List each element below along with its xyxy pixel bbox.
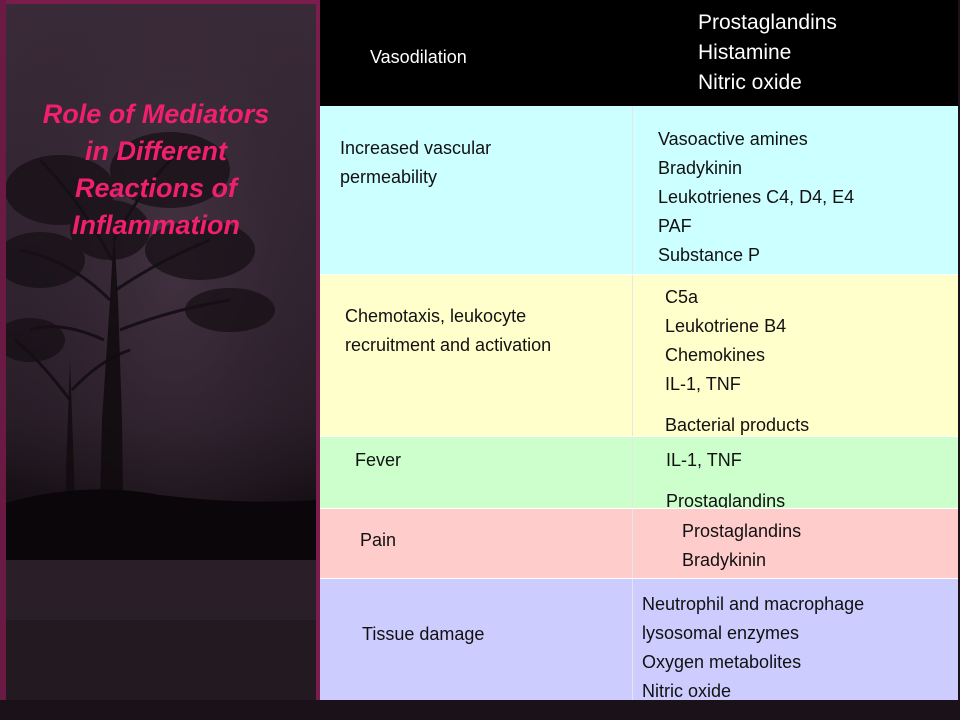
table-row-chemotaxis: Chemotaxis, leukocyte recruitment and ac…	[320, 274, 958, 436]
reaction-cell: Increased vascular permeability	[340, 134, 491, 192]
slide-title-line: in Different	[84, 136, 227, 166]
mediator-line: Bradykinin	[682, 550, 767, 570]
reaction-cell: Vasodilation	[370, 45, 467, 69]
column-divider	[632, 106, 633, 700]
mediator-line: IL-1, TNF	[665, 374, 741, 394]
mediator-line: Substance P	[658, 245, 761, 265]
reaction-line: permeability	[340, 167, 438, 187]
mediator-line: C5a	[665, 287, 699, 307]
mediator-line: Leukotrienes C4, D4, E4	[658, 187, 855, 207]
tree-silhouette-image	[0, 0, 318, 720]
mediator-cell: Prostaglandins Bradykinin	[682, 517, 801, 575]
mediator-line: Nitric oxide	[642, 681, 732, 701]
mediator-line: Prostaglandins	[666, 491, 786, 511]
reaction-line: Increased vascular	[340, 138, 492, 158]
background-panel	[0, 0, 318, 720]
mediator-cell: Vasoactive amines Bradykinin Leukotriene…	[658, 125, 854, 270]
mediator-line: Bacterial products	[665, 415, 810, 435]
reaction-line: Fever	[355, 450, 402, 470]
reaction-cell: Chemotaxis, leukocyte recruitment and ac…	[345, 302, 551, 360]
reaction-cell: Pain	[360, 526, 396, 555]
reaction-line: Chemotaxis, leukocyte	[345, 306, 527, 326]
table-row-fever: Fever IL-1, TNF Prostaglandins	[320, 436, 958, 511]
frame-right	[316, 0, 320, 720]
frame-top	[0, 0, 318, 4]
table-row-vasodilation: Vasodilation Prostaglandins Histamine Ni…	[320, 0, 958, 106]
table-row-pain: Pain Prostaglandins Bradykinin	[320, 508, 958, 578]
table-row-vascular-permeability: Increased vascular permeability Vasoacti…	[320, 106, 958, 274]
mediator-line: Vasoactive amines	[658, 129, 808, 149]
mediator-line: Chemokines	[665, 345, 766, 365]
table-row-tissue-damage: Tissue damage Neutrophil and macrophage …	[320, 578, 958, 701]
mediator-line: Leukotriene B4	[665, 316, 787, 336]
mediator-line: Prostaglandins	[682, 521, 802, 541]
slide-title-line: Role of Mediators	[42, 99, 270, 129]
reaction-line: Tissue damage	[362, 624, 485, 644]
slide-title: Role of Mediators in Different Reactions…	[10, 96, 302, 244]
frame-left	[0, 0, 6, 720]
row-divider	[320, 436, 958, 437]
row-divider	[320, 274, 958, 275]
reaction-cell: Fever	[355, 446, 401, 475]
mediator-line: Histamine	[698, 41, 792, 64]
mediator-line: lysosomal enzymes	[642, 623, 800, 643]
mediator-cell: Neutrophil and macrophage lysosomal enzy…	[642, 590, 864, 706]
slide-title-line: Reactions of	[74, 173, 238, 203]
mediator-line: Nitric oxide	[698, 71, 802, 94]
reaction-line: Vasodilation	[370, 47, 467, 67]
reaction-line: Pain	[360, 530, 397, 550]
reaction-line: recruitment and activation	[345, 335, 552, 355]
mediator-line: Bradykinin	[658, 158, 743, 178]
mediator-line: PAF	[658, 216, 692, 236]
mediators-table: Vasodilation Prostaglandins Histamine Ni…	[320, 0, 960, 701]
mediator-cell: IL-1, TNF Prostaglandins	[666, 446, 785, 516]
mediator-line: Prostaglandins	[698, 11, 837, 34]
row-divider	[320, 578, 958, 579]
reaction-cell: Tissue damage	[362, 620, 484, 649]
mediator-cell: Prostaglandins Histamine Nitric oxide	[698, 8, 837, 98]
slide-title-line: Inflammation	[71, 210, 240, 240]
bottom-bar	[0, 700, 960, 720]
mediator-line: IL-1, TNF	[666, 450, 742, 470]
mediator-line: Oxygen metabolites	[642, 652, 802, 672]
row-divider	[320, 508, 958, 509]
mediator-line: Neutrophil and macrophage	[642, 594, 865, 614]
mediator-cell: C5a Leukotriene B4 Chemokines IL-1, TNF …	[665, 283, 809, 440]
